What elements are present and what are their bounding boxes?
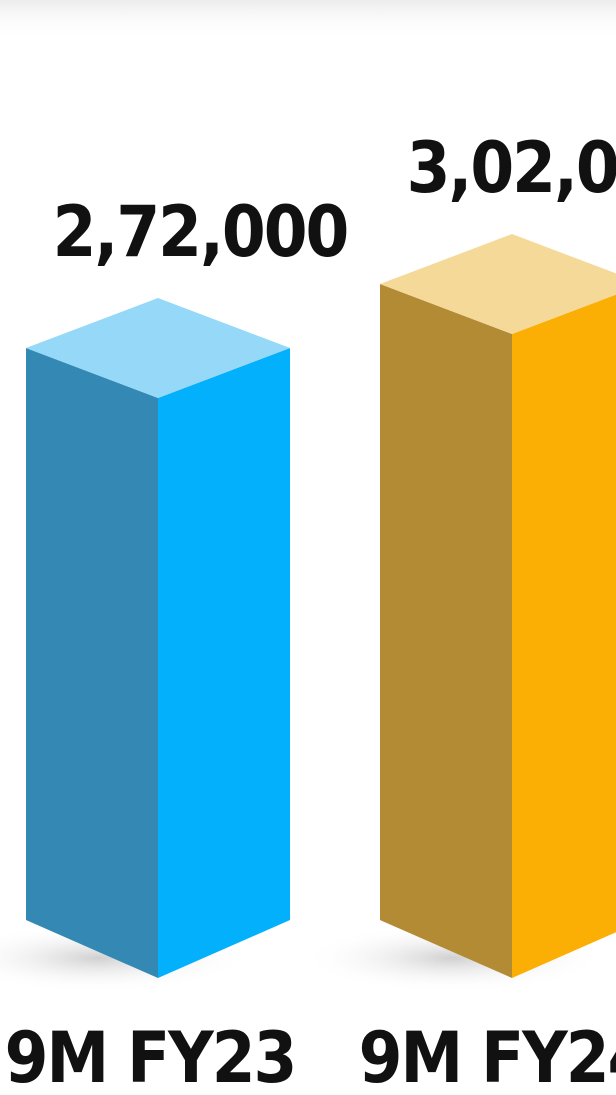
- bar-group: 2,72,000 9M FY23: [0, 191, 349, 1095]
- bars-layer: 2,72,000 9M FY23 3,02,000 9M FY24: [0, 127, 616, 1095]
- bar-front-face: [158, 348, 290, 978]
- bar-value-label: 3,02,000: [407, 127, 616, 209]
- top-shade: [0, 0, 616, 40]
- category-label: 9M FY23: [5, 1017, 296, 1095]
- bar-left-face: [380, 284, 512, 978]
- bar-top-face: [26, 298, 290, 398]
- bar-group: 3,02,000 9M FY24: [302, 127, 616, 1095]
- bar-front-face: [512, 294, 616, 978]
- category-label: 9M FY24: [359, 1017, 616, 1095]
- bar-left-face: [26, 348, 158, 978]
- bar-value-label: 2,72,000: [53, 191, 348, 273]
- bar-top-face: [380, 234, 616, 335]
